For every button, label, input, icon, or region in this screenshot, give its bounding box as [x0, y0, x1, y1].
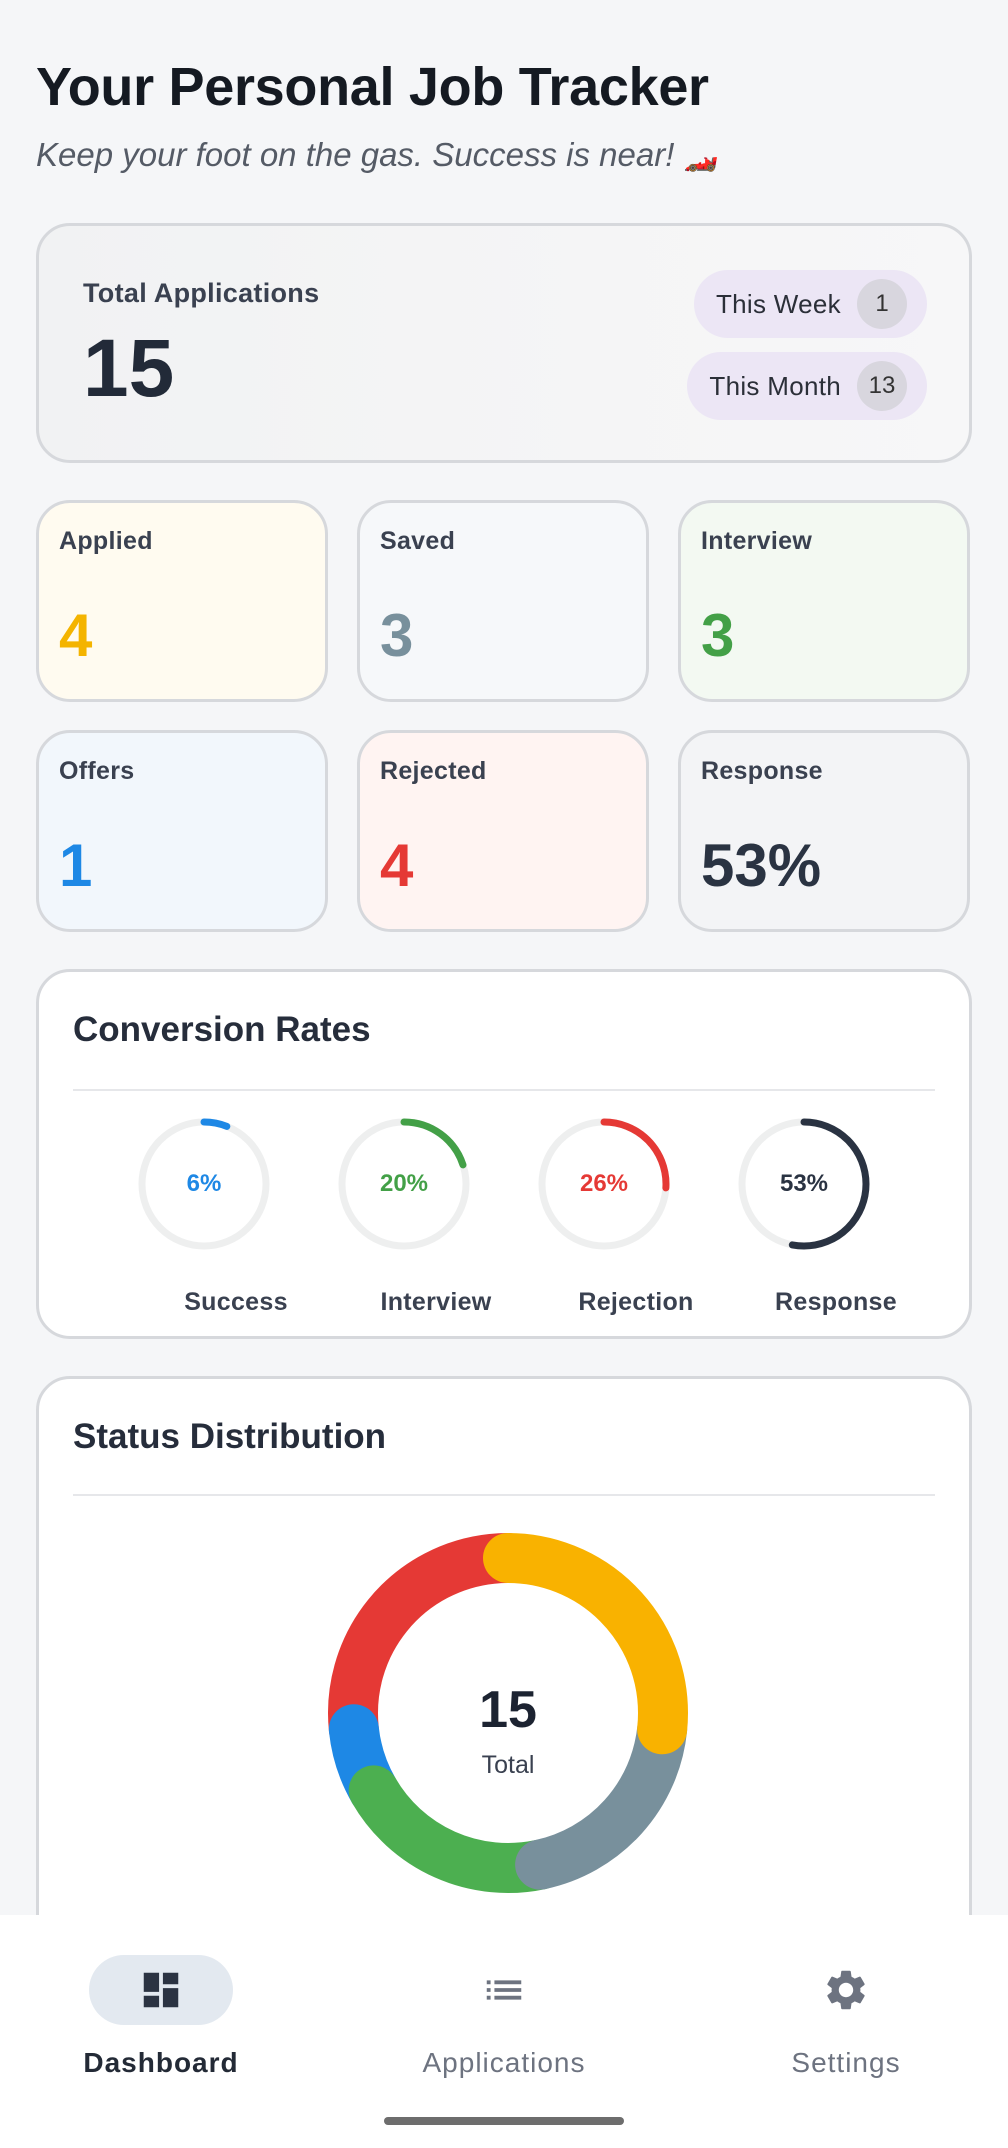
nav-settings[interactable]: Settings	[716, 1939, 976, 2089]
total-applications-value: 15	[83, 323, 175, 414]
nav-dashboard[interactable]: Dashboard	[31, 1939, 291, 2089]
stat-value: 4	[380, 832, 414, 899]
stat-card-applied[interactable]: Applied 4	[36, 500, 328, 702]
stat-label: Applied	[59, 527, 153, 555]
nav-applications-label: Applications	[422, 2047, 586, 2078]
nav-active-indicator	[89, 1955, 233, 2025]
this-month-chip: This Month 13	[687, 352, 927, 420]
this-week-label: This Week	[715, 288, 841, 319]
ring-label-interview: Interview	[380, 1288, 492, 1316]
dashboard-icon	[143, 1972, 179, 2008]
stat-value: 3	[701, 602, 735, 669]
this-month-count: 13	[857, 361, 907, 411]
ring-arc	[338, 1118, 470, 1250]
stat-label: Response	[701, 757, 823, 785]
home-indicator	[384, 2117, 624, 2125]
gear-icon	[827, 1970, 865, 2010]
ring-arc	[538, 1118, 670, 1250]
divider	[73, 1089, 935, 1091]
ring-svg	[538, 1118, 670, 1250]
stat-value: 1	[59, 832, 93, 899]
page-subtitle: Keep your foot on the gas. Success is ne…	[36, 136, 718, 174]
ring-label-success: Success	[184, 1288, 288, 1316]
status-donut-chart: 15 Total	[328, 1533, 689, 1893]
status-distribution-card: Status Distribution 15 Total	[36, 1376, 972, 1915]
nav-applications[interactable]: Applications	[374, 1939, 634, 2089]
race-car-emoji: 🏎️	[683, 141, 719, 172]
nav-settings-label: Settings	[791, 2047, 901, 2078]
bottom-navigation: Dashboard Applications Settings	[0, 1915, 1008, 2148]
stat-value: 3	[380, 602, 414, 669]
ring-svg	[738, 1118, 870, 1250]
stat-value: 53%	[701, 832, 822, 899]
stat-label: Rejected	[380, 757, 487, 785]
this-week-count: 1	[857, 279, 907, 329]
this-month-label: This Month	[709, 370, 841, 401]
conversion-rates-title: Conversion Rates	[73, 1010, 371, 1049]
total-applications-card: Total Applications 15 This Week 1 This M…	[36, 223, 972, 463]
ring-arc	[138, 1118, 270, 1250]
ring-svg	[138, 1118, 270, 1250]
stat-label: Interview	[701, 527, 813, 555]
ring-label-rejection: Rejection	[578, 1288, 694, 1316]
donut-segment-applied	[328, 1533, 688, 1893]
subtitle-text: Keep your foot on the gas. Success is ne…	[36, 136, 675, 173]
ring-percent: 20%	[379, 1170, 429, 1197]
nav-dashboard-label: Dashboard	[83, 2047, 239, 2078]
stat-card-interview[interactable]: Interview 3	[678, 500, 970, 702]
dashboard-page: Your Personal Job Tracker Keep your foot…	[36, 57, 972, 1915]
stat-card-offers[interactable]: Offers 1	[36, 730, 328, 932]
conversion-rates-card: Conversion Rates 6% Success 20% Intervie…	[36, 969, 972, 1339]
donut-center-value: 15	[479, 1681, 537, 1739]
stat-value: 4	[59, 602, 93, 669]
status-distribution-title: Status Distribution	[73, 1417, 387, 1456]
donut-center-label: Total	[482, 1751, 535, 1779]
page-title: Your Personal Job Tracker	[36, 57, 709, 117]
ring-percent: 53%	[779, 1170, 829, 1197]
response-rate-ring: 53%	[736, 1116, 936, 1316]
stat-card-response[interactable]: Response 53%	[678, 730, 970, 932]
nav-icon-holder	[774, 1955, 918, 2025]
divider	[73, 1494, 935, 1496]
ring-label-response: Response	[775, 1288, 897, 1316]
success-rate-ring: 6%	[136, 1116, 336, 1316]
nav-icon-holder	[432, 1955, 576, 2025]
interview-rate-ring: 20%	[336, 1116, 536, 1316]
stat-card-rejected[interactable]: Rejected 4	[357, 730, 649, 932]
ring-percent: 26%	[579, 1170, 629, 1197]
this-week-chip: This Week 1	[693, 270, 927, 338]
ring-percent: 6%	[186, 1170, 222, 1197]
list-icon	[486, 1980, 522, 2000]
stat-label: Saved	[380, 527, 456, 555]
ring-svg	[338, 1118, 470, 1250]
total-applications-label: Total Applications	[83, 278, 320, 308]
stat-card-saved[interactable]: Saved 3	[357, 500, 649, 702]
ring-arc	[738, 1118, 870, 1250]
stat-label: Offers	[59, 757, 135, 785]
rejection-rate-ring: 26%	[536, 1116, 736, 1316]
